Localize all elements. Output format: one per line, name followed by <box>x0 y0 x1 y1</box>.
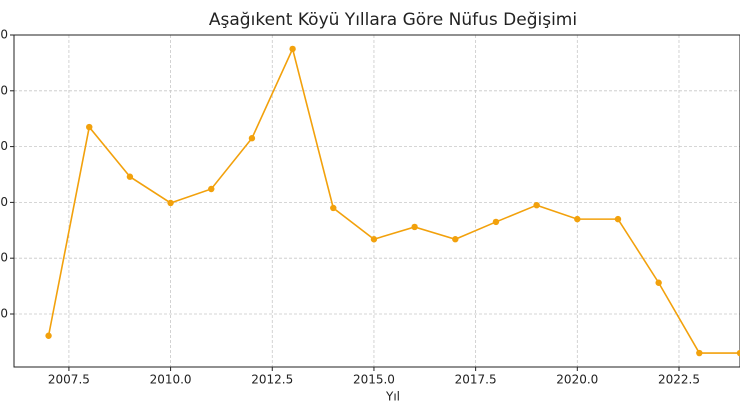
data-point <box>248 135 256 142</box>
y-tick-label: 120 <box>0 195 8 209</box>
data-point <box>330 204 337 212</box>
y-tick-label: 130 <box>0 139 8 153</box>
data-point <box>208 185 215 193</box>
data-point <box>45 332 52 339</box>
data-point <box>492 218 500 226</box>
x-tick-label: 2015.0 <box>353 373 395 387</box>
x-tick-label: 2007.5 <box>48 373 90 387</box>
data-point <box>655 279 662 286</box>
x-tick-label: 2010.0 <box>150 373 192 387</box>
data-point <box>574 215 581 223</box>
data-point <box>533 201 540 209</box>
x-tick-label: 2012.5 <box>251 373 293 387</box>
data-point <box>696 349 703 357</box>
x-tick-label: 2020.0 <box>556 373 598 387</box>
data-point <box>614 215 622 223</box>
data-point <box>736 349 740 357</box>
line-series <box>47 46 740 354</box>
x-tick-label: 2017.5 <box>455 373 497 387</box>
x-axis-label: Yıl <box>385 390 400 404</box>
y-tick-label: 140 <box>0 83 8 97</box>
data-point <box>289 45 296 53</box>
data-point <box>452 236 459 243</box>
y-tick-label: 100 <box>0 306 8 320</box>
data-point <box>86 123 93 131</box>
data-point <box>370 236 378 243</box>
x-tick-label: 2022.5 <box>658 373 700 387</box>
y-tick-label: 150 <box>0 28 8 42</box>
chart-title: Aşağıkent Köyü Yıllara Göre Nüfus Değişi… <box>209 10 577 30</box>
data-point <box>126 173 134 180</box>
data-point <box>411 223 418 231</box>
plot-frame <box>13 34 740 368</box>
data-point <box>167 199 174 207</box>
y-tick-label: 110 <box>0 251 8 265</box>
